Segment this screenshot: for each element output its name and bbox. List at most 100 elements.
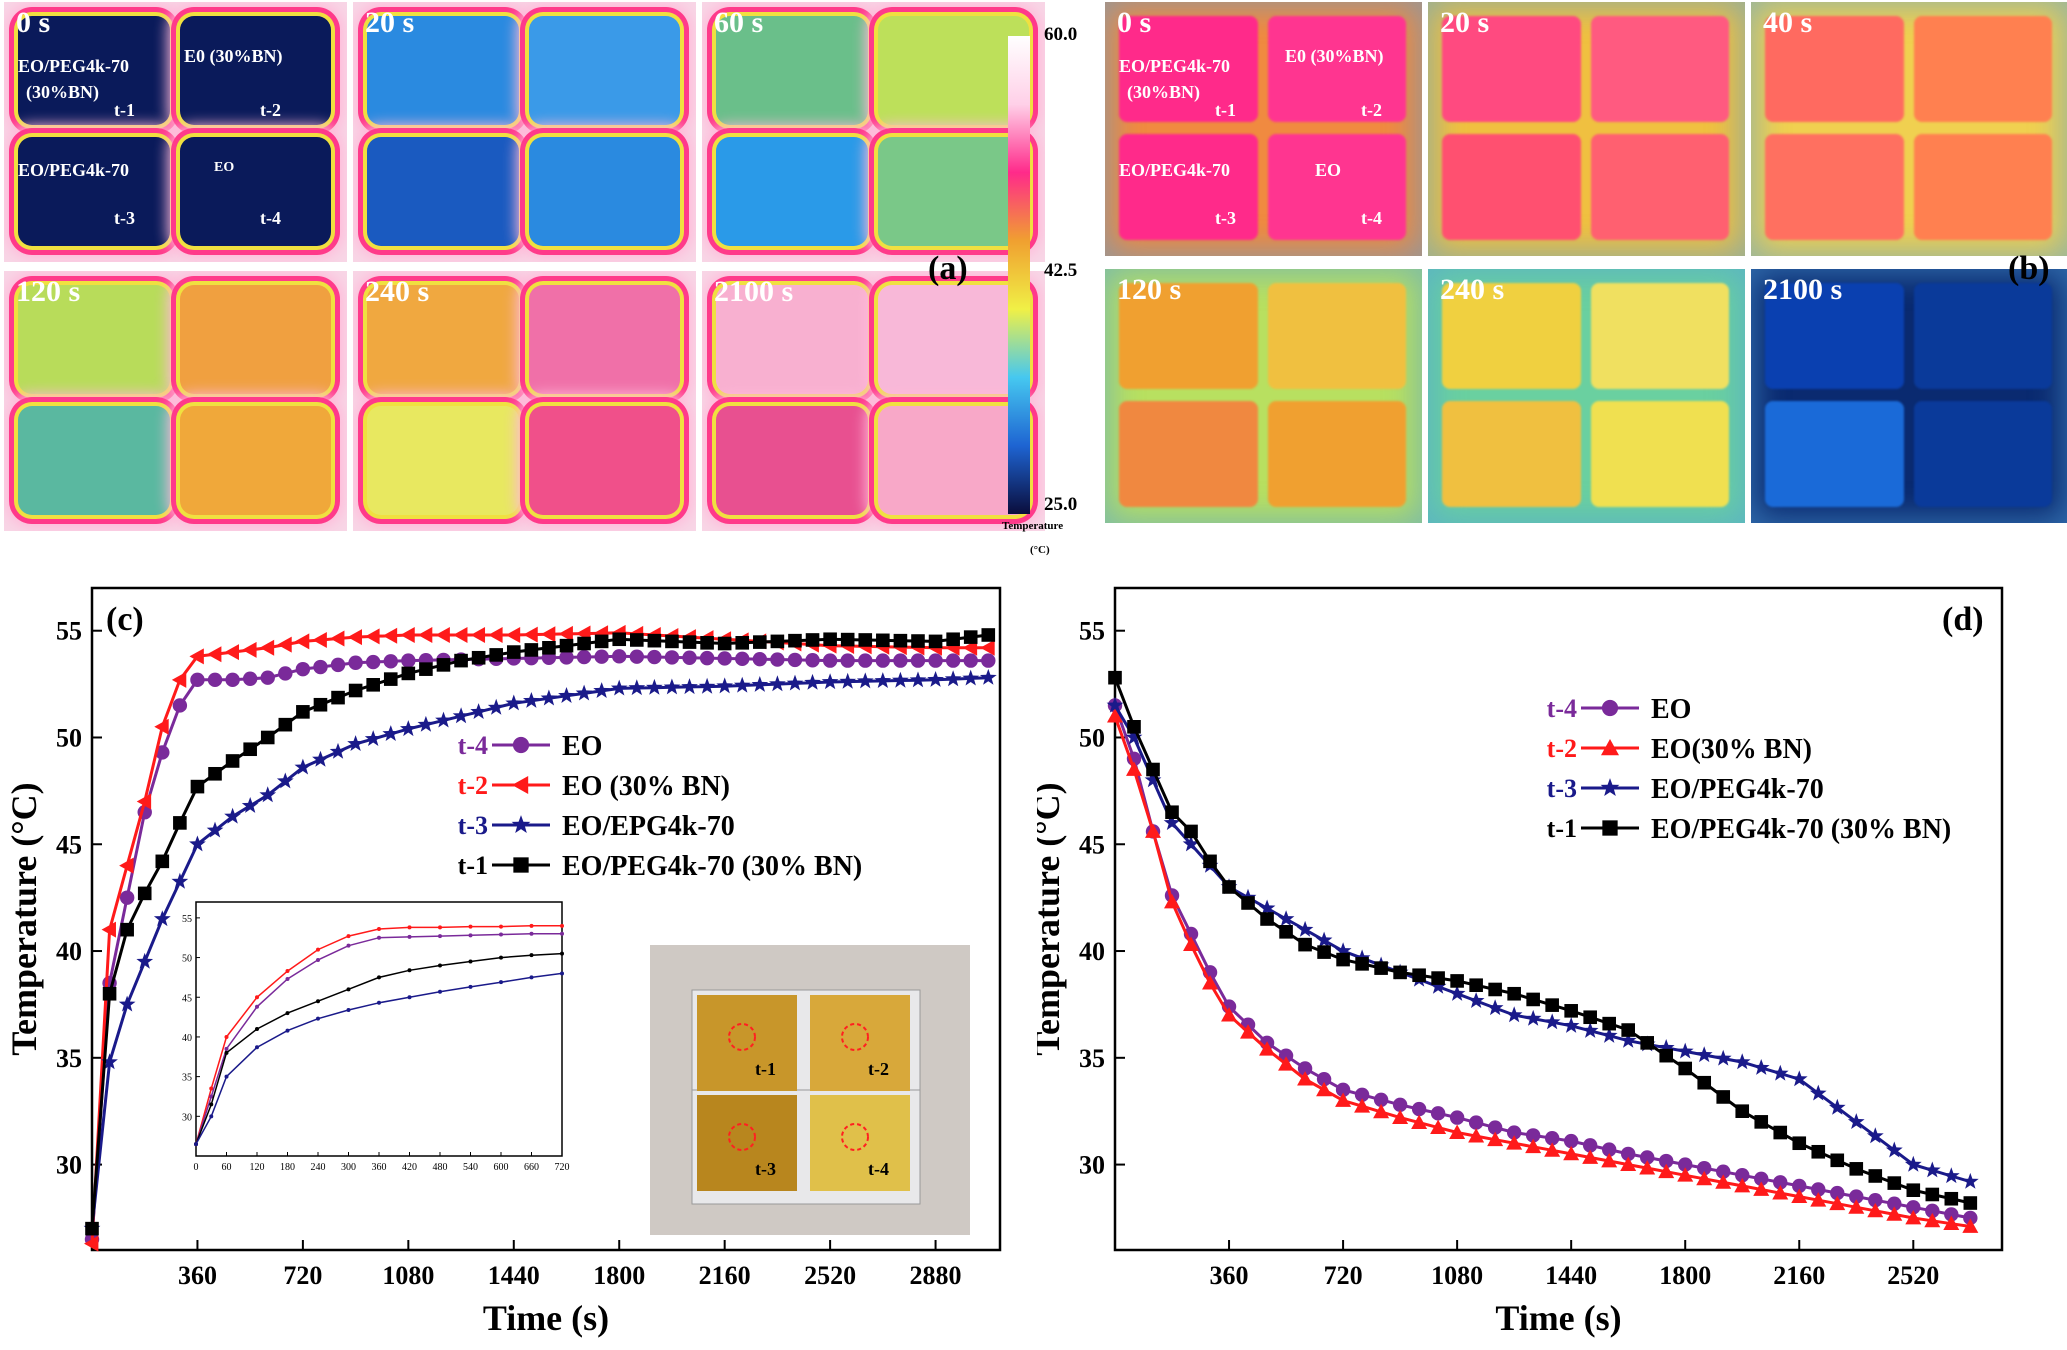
- data-point: [875, 653, 891, 668]
- data-point: [1505, 1006, 1523, 1023]
- data-point: [1924, 1212, 1941, 1228]
- series-t-1: [1108, 670, 1978, 1210]
- inset-point: [255, 1045, 259, 1050]
- sample-cell: [716, 137, 868, 246]
- data-point: [612, 632, 627, 647]
- sample-cell: [716, 406, 868, 515]
- x-axis-label: Time (s): [1495, 1298, 1621, 1338]
- data-point: [470, 703, 487, 719]
- inset-y-tick-label: 45: [182, 993, 192, 1004]
- data-point: [259, 639, 275, 656]
- data-point: [981, 628, 996, 642]
- x-tick-label: 360: [1210, 1261, 1249, 1290]
- data-point: [278, 666, 293, 681]
- data-point: [1752, 1059, 1770, 1075]
- data-point: [1278, 1048, 1294, 1063]
- sample-cell: [1913, 283, 2052, 389]
- data-point: [1867, 1202, 1884, 1218]
- data-point: [1811, 1144, 1826, 1159]
- data-point: [153, 910, 171, 927]
- thermal-frame: 120 s: [1105, 269, 1422, 523]
- colorbar-max-label: 60.0: [1044, 24, 1078, 45]
- sample-cell: [367, 406, 519, 515]
- inset-point: [346, 934, 351, 939]
- data-point: [822, 653, 838, 668]
- inset-point: [224, 1074, 229, 1079]
- cell-label-t3-name: EO/PEG4k-70: [18, 160, 130, 180]
- sample-cell: [1442, 134, 1581, 240]
- data-point: [575, 684, 593, 701]
- data-point: [383, 654, 398, 669]
- data-point: [1525, 1138, 1542, 1154]
- sample-cell: [1267, 283, 1406, 389]
- cell-label-t1-tag: t-1: [1215, 100, 1236, 120]
- data-point: [735, 636, 750, 650]
- sample-cell: [1590, 16, 1729, 122]
- data-point: [190, 672, 205, 688]
- data-point: [155, 854, 170, 869]
- data-point: [1430, 1106, 1446, 1121]
- data-point: [1791, 1188, 1808, 1204]
- inset-point: [316, 999, 320, 1004]
- data-point: [663, 678, 681, 695]
- data-point: [417, 626, 433, 643]
- data-point: [1164, 893, 1181, 909]
- inset-x-tick-label: 300: [341, 1162, 356, 1173]
- data-point: [647, 649, 662, 665]
- inset-x-tick-label: 420: [402, 1162, 417, 1173]
- data-point: [511, 815, 531, 833]
- data-point: [278, 717, 293, 732]
- film-tag: t-4: [868, 1159, 889, 1179]
- data-point: [1145, 823, 1162, 838]
- data-point: [1487, 1131, 1504, 1147]
- data-point: [505, 626, 521, 643]
- data-point: [928, 634, 943, 649]
- time-label: 240 s: [365, 275, 430, 308]
- data-point: [296, 705, 310, 719]
- data-point: [1962, 1218, 1979, 1233]
- data-point: [594, 634, 609, 649]
- data-point: [1296, 920, 1314, 937]
- inset-x-tick-label: 60: [222, 1162, 232, 1173]
- y-axis-label: Temperature (°C): [1037, 782, 1067, 1055]
- time-label: 2100 s: [714, 275, 794, 308]
- data-point: [1830, 1185, 1845, 1201]
- data-point: [558, 625, 573, 642]
- data-point: [804, 673, 821, 690]
- data-point: [962, 669, 980, 686]
- x-tick-label: 1080: [382, 1261, 434, 1290]
- data-point: [224, 644, 239, 661]
- inset-point: [285, 976, 290, 981]
- data-point: [189, 835, 206, 852]
- sample-cell: [1119, 401, 1258, 507]
- data-point: [1106, 696, 1124, 713]
- data-point: [1677, 1167, 1694, 1182]
- data-point: [858, 633, 873, 647]
- y-tick-label: 40: [1079, 937, 1105, 966]
- data-point: [1602, 820, 1618, 836]
- sample-cell: [877, 406, 1029, 515]
- legend-tag: t-3: [1547, 774, 1577, 803]
- data-point: [1849, 1162, 1864, 1176]
- data-point: [628, 679, 646, 696]
- inset-point: [194, 1142, 198, 1147]
- inset-point: [529, 931, 534, 936]
- data-point: [348, 683, 363, 698]
- data-point: [1146, 762, 1160, 777]
- data-point: [1581, 1022, 1599, 1038]
- data-point: [401, 666, 416, 681]
- data-point: [1354, 1087, 1370, 1103]
- data-point: [735, 651, 750, 667]
- data-point: [1411, 1114, 1428, 1129]
- data-point: [1714, 1049, 1732, 1066]
- inset-point: [499, 955, 503, 960]
- film-sample: [810, 995, 910, 1091]
- data-point: [1600, 1026, 1618, 1043]
- data-point: [1127, 720, 1141, 734]
- data-point: [1790, 1070, 1808, 1087]
- data-point: [856, 672, 874, 689]
- data-point: [1828, 1098, 1846, 1115]
- data-point: [435, 711, 452, 728]
- data-point: [225, 672, 240, 688]
- inset-y-tick-label: 35: [182, 1073, 192, 1084]
